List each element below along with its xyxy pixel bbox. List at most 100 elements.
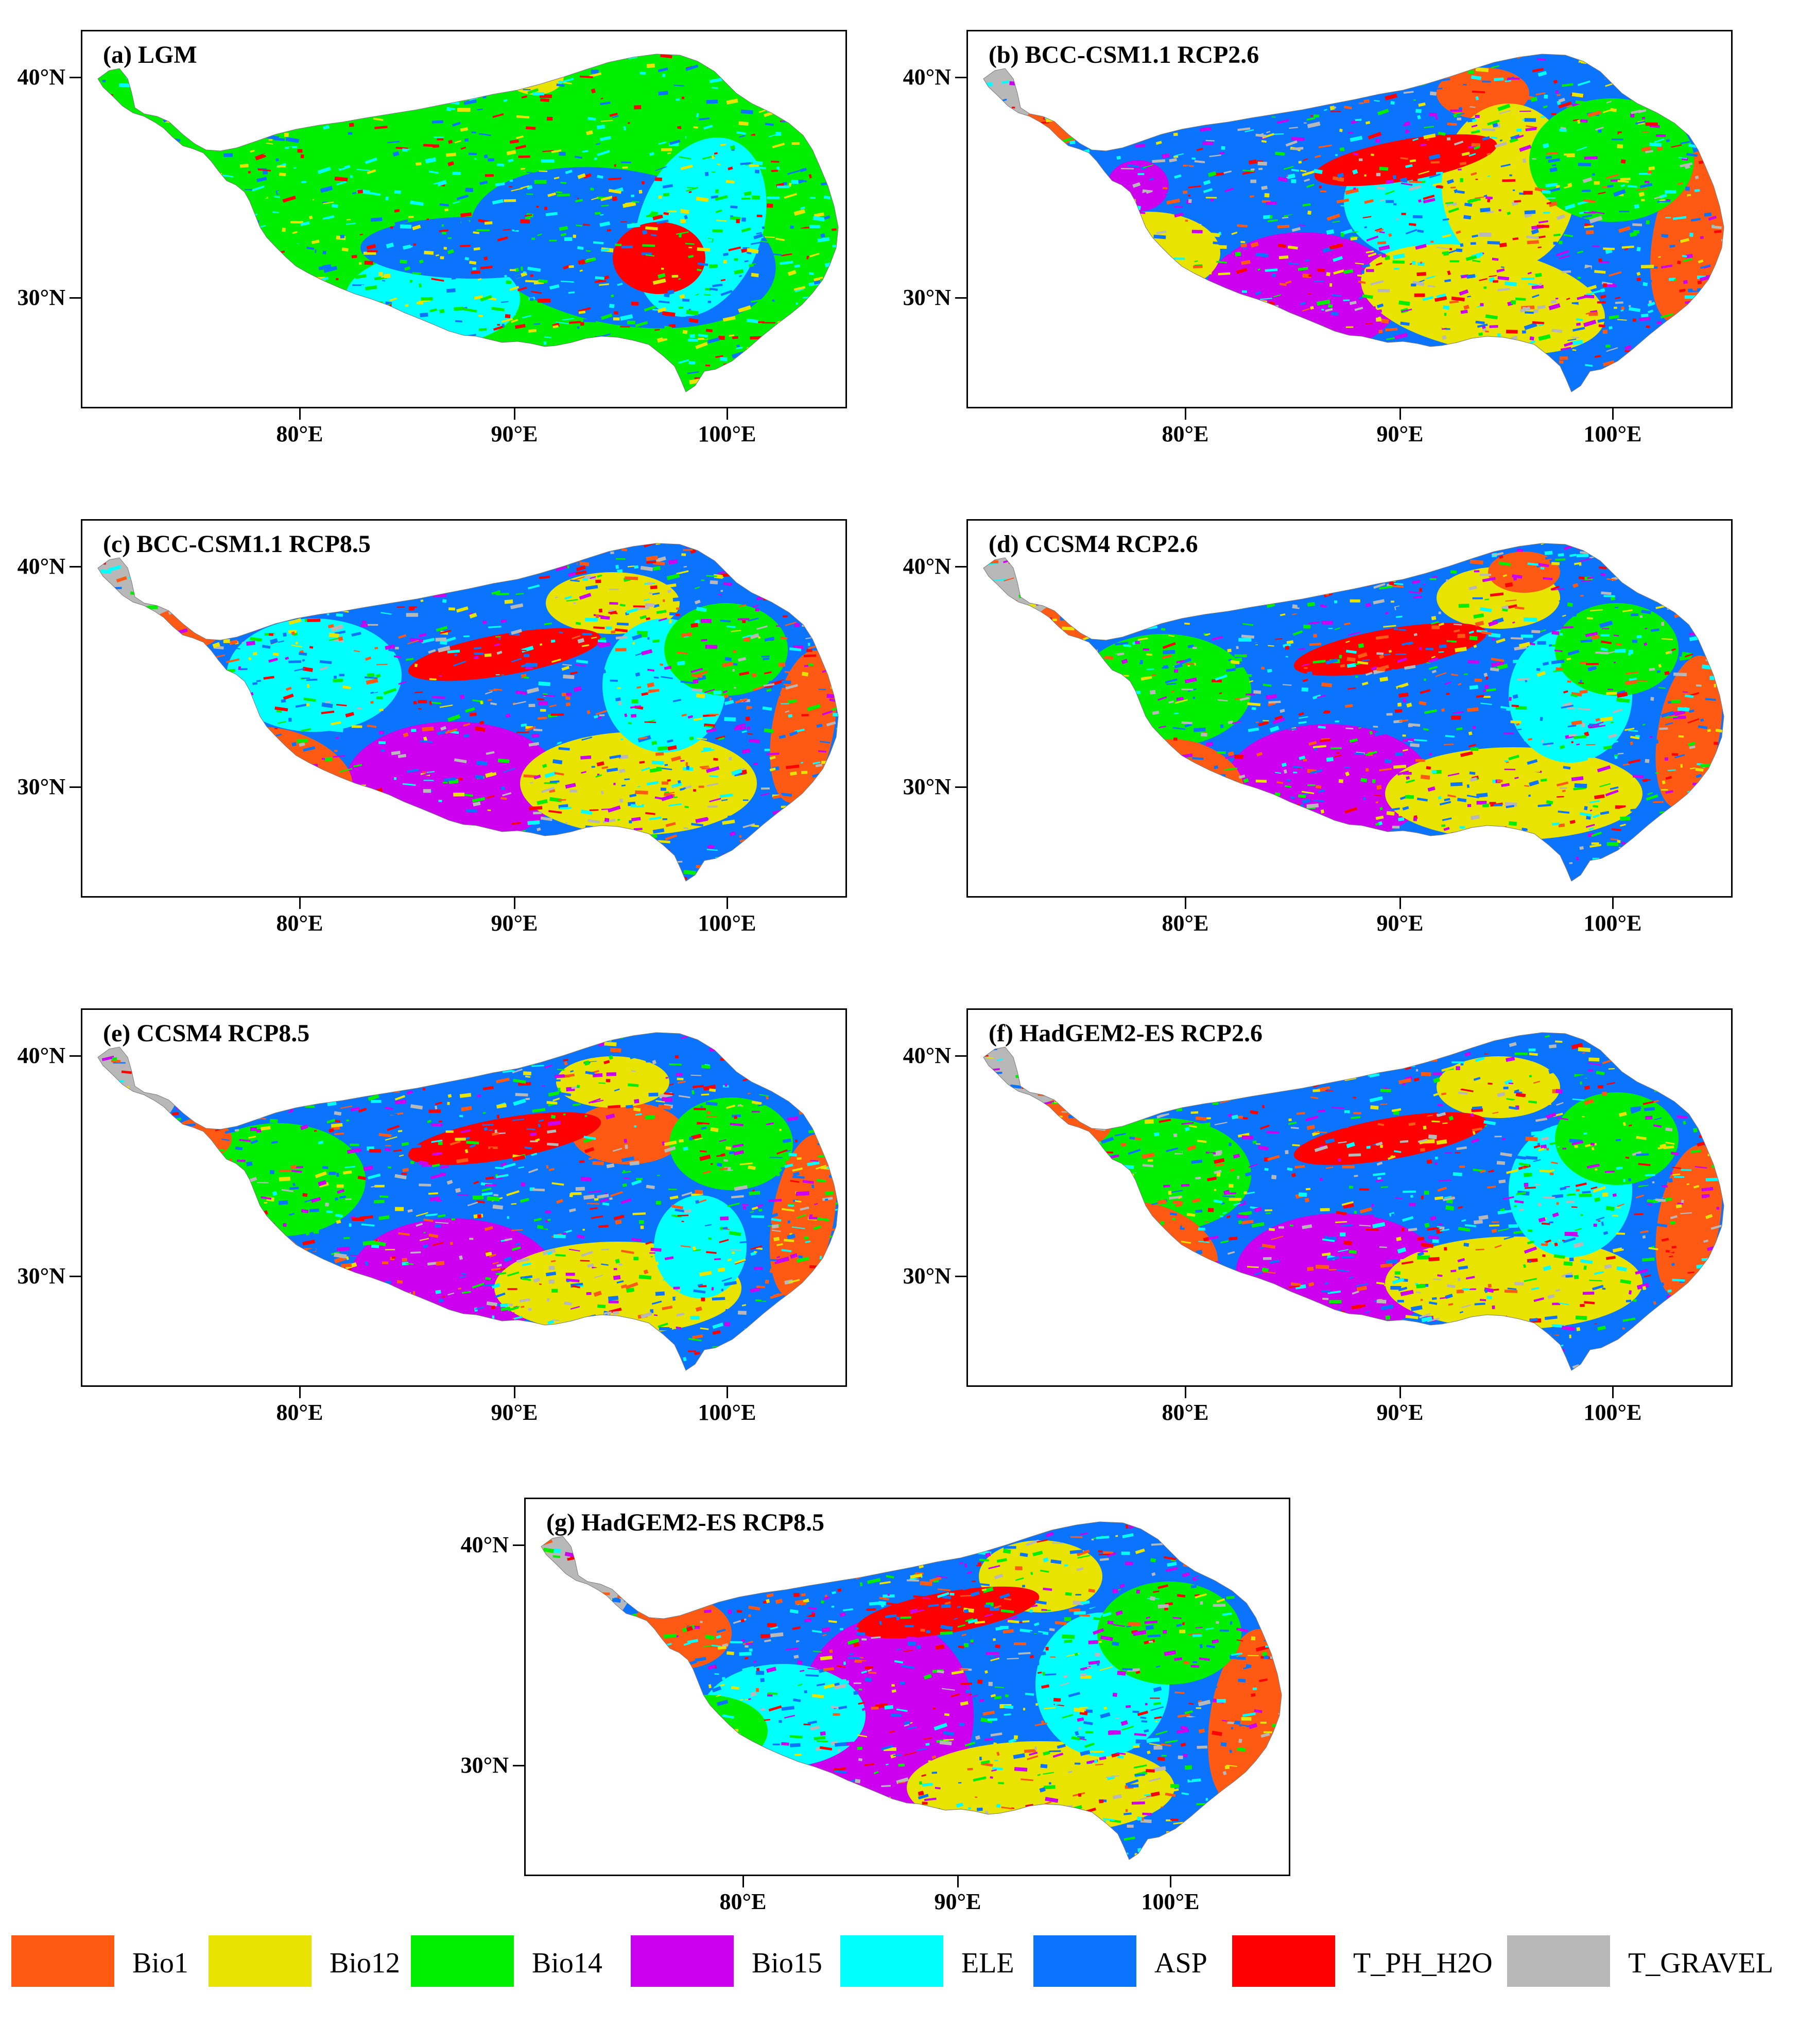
x-tick-label: 100°E xyxy=(1141,1889,1200,1914)
panel-title: (g) HadGEM2-ES RCP8.5 xyxy=(546,1509,824,1536)
legend-swatch xyxy=(1033,1935,1136,1987)
region-Bio1 xyxy=(170,1118,232,1159)
y-tick-label: 30°N xyxy=(17,285,65,310)
y-tick xyxy=(513,1544,524,1546)
region-T_PH_H2O xyxy=(1293,623,1487,676)
x-tick-label: 90°E xyxy=(1376,421,1424,446)
region-Bio12 xyxy=(1437,1056,1560,1118)
map-frame: (a) LGM xyxy=(81,30,847,408)
x-tick xyxy=(1185,408,1186,420)
region-Bio14 xyxy=(669,1097,793,1190)
x-tick-label: 80°E xyxy=(1162,911,1209,936)
y-tick xyxy=(70,566,81,568)
x-tick xyxy=(742,1876,744,1887)
y-tick xyxy=(955,1055,966,1057)
panel-title: (e) CCSM4 RCP8.5 xyxy=(103,1020,310,1047)
region-Bio12 xyxy=(1385,1236,1643,1329)
plateau-map xyxy=(983,54,1724,392)
panel-title: (b) BCC-CSM1.1 RCP2.6 xyxy=(989,41,1259,68)
y-tick xyxy=(70,786,81,788)
y-tick-label: 30°N xyxy=(903,285,951,310)
map-frame: (c) BCC-CSM1.1 RCP8.5 xyxy=(81,519,847,898)
x-tick-label: 80°E xyxy=(1162,421,1209,446)
x-tick-label: 80°E xyxy=(1162,1400,1209,1425)
region-Bio14 xyxy=(154,150,319,253)
legend-swatch xyxy=(840,1935,943,1987)
plateau-map xyxy=(97,543,839,882)
y-tick xyxy=(70,1276,81,1277)
y-tick xyxy=(70,297,81,299)
x-tick-label: 80°E xyxy=(276,1400,323,1425)
x-tick-label: 90°E xyxy=(491,421,538,446)
plateau-map xyxy=(983,1032,1724,1371)
region-Bio14 xyxy=(1555,1092,1679,1185)
y-tick-label: 30°N xyxy=(903,774,951,799)
y-tick-label: 30°N xyxy=(17,774,65,799)
y-tick-label: 40°N xyxy=(17,554,65,579)
x-tick-label: 80°E xyxy=(276,911,323,936)
region-Bio14 xyxy=(644,1695,768,1767)
region-Bio1 xyxy=(1488,552,1560,593)
map-frame: (b) BCC-CSM1.1 RCP2.6 xyxy=(966,30,1733,408)
x-tick-label: 90°E xyxy=(1376,1400,1424,1425)
x-tick xyxy=(1185,898,1186,909)
map-frame: (g) HadGEM2-ES RCP8.5 xyxy=(524,1498,1290,1876)
region-Bio12 xyxy=(556,1056,669,1108)
x-tick xyxy=(514,898,515,909)
legend-label: T_GRAVEL xyxy=(1628,1947,1774,1979)
legend-label: Bio1 xyxy=(132,1947,188,1979)
x-tick-label: 100°E xyxy=(1583,1400,1642,1425)
y-tick-label: 30°N xyxy=(903,1263,951,1289)
legend-label: ASP xyxy=(1154,1947,1207,1979)
legend-label: ELE xyxy=(961,1947,1014,1979)
map-frame: (d) CCSM4 RCP2.6 xyxy=(966,519,1733,898)
legend-label: Bio14 xyxy=(532,1947,602,1979)
x-tick-label: 100°E xyxy=(698,911,756,936)
x-tick xyxy=(514,1387,515,1398)
x-tick-label: 100°E xyxy=(1583,911,1642,936)
region-Bio1 xyxy=(629,1597,732,1669)
map-frame: (f) HadGEM2-ES RCP2.6 xyxy=(966,1008,1733,1387)
region-Bio1 xyxy=(572,1103,685,1164)
y-tick-label: 40°N xyxy=(903,64,951,90)
x-tick xyxy=(1399,1387,1401,1398)
x-tick xyxy=(1612,408,1614,420)
region-Bio1 xyxy=(1025,104,1086,145)
y-tick-label: 30°N xyxy=(17,1263,65,1289)
x-tick xyxy=(514,408,515,420)
x-tick-label: 90°E xyxy=(934,1889,981,1914)
x-tick-label: 100°E xyxy=(698,421,756,446)
y-tick-label: 40°N xyxy=(903,554,951,579)
region-T_PH_H2O xyxy=(1293,1112,1487,1165)
x-tick xyxy=(1399,408,1401,420)
y-tick-label: 40°N xyxy=(903,1043,951,1068)
x-tick xyxy=(299,1387,301,1398)
y-tick xyxy=(955,1276,966,1277)
x-tick-label: 80°E xyxy=(719,1889,767,1914)
region-T_PH_H2O xyxy=(613,222,705,294)
legend-swatch xyxy=(11,1935,114,1987)
x-tick-label: 100°E xyxy=(698,1400,756,1425)
y-tick-label: 40°N xyxy=(17,64,65,90)
region-Bio12 xyxy=(1361,244,1605,354)
plateau-map xyxy=(983,543,1724,882)
y-tick xyxy=(70,77,81,78)
x-tick xyxy=(299,898,301,909)
legend-swatch xyxy=(1507,1935,1610,1987)
region-Bio12 xyxy=(1385,747,1643,840)
x-tick xyxy=(727,408,728,420)
region-ELE xyxy=(227,619,402,732)
x-tick xyxy=(1170,1876,1171,1887)
panel-title: (d) CCSM4 RCP2.6 xyxy=(989,530,1198,558)
map-frame: (e) CCSM4 RCP8.5 xyxy=(81,1008,847,1387)
x-tick-label: 90°E xyxy=(491,911,538,936)
y-tick xyxy=(955,566,966,568)
plateau-map xyxy=(541,1521,1282,1860)
region-ASP xyxy=(360,217,587,279)
x-tick xyxy=(1399,898,1401,909)
x-tick xyxy=(1612,898,1614,909)
legend-swatch xyxy=(1232,1935,1335,1987)
y-tick-label: 30°N xyxy=(460,1753,509,1778)
x-tick-label: 90°E xyxy=(1376,911,1424,936)
legend: Bio1 Bio12 Bio14 Bio15 ELE ASP T_PH_H2O T_GRAVE… xyxy=(11,1935,1793,1987)
